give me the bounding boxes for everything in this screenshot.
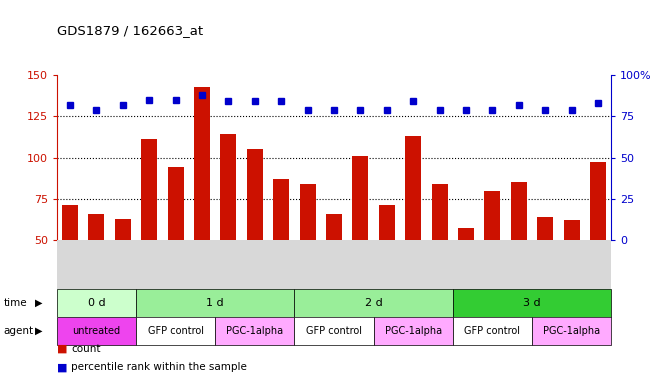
Text: percentile rank within the sample: percentile rank within the sample [71,363,247,372]
Bar [88,214,104,240]
Text: PGC-1alpha: PGC-1alpha [385,326,442,336]
Text: GFP control: GFP control [148,326,204,336]
Bar [326,214,342,240]
Text: 2 d: 2 d [365,298,383,308]
Bar [194,87,210,240]
Bar [532,317,611,345]
Bar [405,136,421,240]
Bar [215,317,295,345]
Text: ■: ■ [57,344,71,354]
Bar [453,317,532,345]
Text: ▶: ▶ [35,326,42,336]
Bar [432,184,448,240]
Text: 1 d: 1 d [206,298,224,308]
Bar [141,140,157,240]
Bar [62,206,78,240]
Text: PGC-1alpha: PGC-1alpha [226,326,283,336]
Bar [168,167,184,240]
Bar [247,149,263,240]
Text: untreated: untreated [72,326,120,336]
Text: ▶: ▶ [35,298,42,308]
Text: 0 d: 0 d [88,298,105,308]
Bar [57,289,136,317]
Bar [295,289,453,317]
Bar [458,228,474,240]
Bar [136,289,295,317]
Bar [353,156,368,240]
Text: PGC-1alpha: PGC-1alpha [543,326,600,336]
Bar [115,219,131,240]
Bar [564,220,580,240]
Text: agent: agent [3,326,33,336]
Bar [136,317,215,345]
Bar [590,162,606,240]
Text: GFP control: GFP control [306,326,362,336]
Text: GFP control: GFP control [464,326,520,336]
Bar [453,289,611,317]
Text: GDS1879 / 162663_at: GDS1879 / 162663_at [57,24,203,38]
Text: 3 d: 3 d [523,298,541,308]
Bar [273,179,289,240]
Bar [373,317,453,345]
Bar [511,182,527,240]
Text: time: time [3,298,27,308]
Bar [379,206,395,240]
Bar [220,134,236,240]
Text: ■: ■ [57,363,71,372]
Bar [300,184,315,240]
Bar [484,190,500,240]
Bar [537,217,553,240]
Bar [295,317,373,345]
Bar [57,317,136,345]
Text: count: count [71,344,101,354]
